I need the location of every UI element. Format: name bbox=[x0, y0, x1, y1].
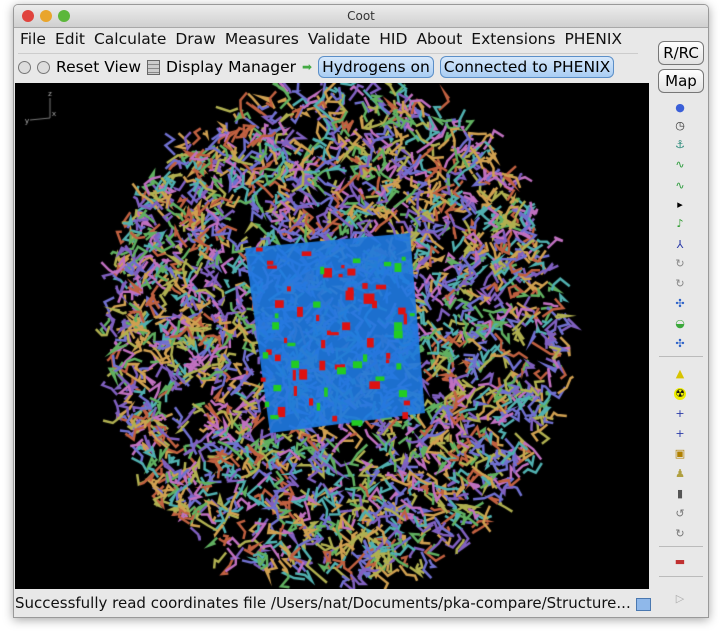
undo-icon[interactable]: ↺ bbox=[675, 507, 685, 520]
map-sphere-icon[interactable]: ● bbox=[675, 101, 685, 114]
rigid-body-icon[interactable]: ∿ bbox=[675, 158, 685, 171]
rotamer-icon[interactable]: ⅄ bbox=[676, 238, 684, 251]
radiation-icon[interactable]: ☢ bbox=[674, 387, 686, 400]
trash-icon[interactable]: ▮ bbox=[676, 487, 684, 500]
rrc-button[interactable]: R/RC bbox=[658, 41, 704, 65]
reset-view-button[interactable]: Reset View bbox=[56, 58, 142, 76]
menu-phenix[interactable]: PHENIX bbox=[564, 30, 623, 48]
divider bbox=[18, 53, 638, 54]
add-box-icon[interactable]: ▣ bbox=[674, 447, 686, 460]
menu-bar: File Edit Calculate Draw Measures Valida… bbox=[20, 30, 622, 48]
zoom-button[interactable] bbox=[58, 10, 70, 22]
close-button[interactable] bbox=[22, 10, 34, 22]
flip-peptide-icon[interactable]: ↻ bbox=[675, 257, 685, 270]
add-terminal-icon[interactable]: + bbox=[675, 427, 685, 440]
add-residue-icon[interactable]: ♪ bbox=[676, 217, 684, 230]
coot-window: Coot File Edit Calculate Draw Measures V… bbox=[13, 4, 709, 618]
display-manager-button[interactable]: Display Manager bbox=[166, 58, 297, 76]
title-bar: Coot bbox=[14, 5, 708, 28]
add-atom-icon[interactable]: + bbox=[675, 407, 685, 420]
sidechain-icon[interactable]: ◒ bbox=[675, 317, 685, 330]
map-button[interactable]: Map bbox=[658, 69, 704, 93]
menu-extensions[interactable]: Extensions bbox=[471, 30, 556, 48]
minimize-button[interactable] bbox=[40, 10, 52, 22]
toolbar-divider bbox=[659, 356, 703, 357]
menu-validate[interactable]: Validate bbox=[307, 30, 371, 48]
hydrogens-toggle[interactable]: Hydrogens on bbox=[318, 56, 434, 78]
regularize-icon[interactable]: ∿ bbox=[675, 179, 685, 192]
menu-draw[interactable]: Draw bbox=[175, 30, 216, 48]
toolbar-divider bbox=[659, 576, 703, 577]
radiation-small-icon[interactable]: ▲ bbox=[675, 367, 685, 380]
refine-icon[interactable]: ⚓ bbox=[675, 138, 685, 151]
menu-file[interactable]: File bbox=[20, 30, 46, 48]
toolbar-divider bbox=[659, 546, 703, 547]
window-title: Coot bbox=[347, 9, 375, 23]
status-bar: Successfully read coordinates file /User… bbox=[15, 594, 631, 612]
menu-calculate[interactable]: Calculate bbox=[93, 30, 167, 48]
menu-edit[interactable]: Edit bbox=[54, 30, 85, 48]
rotate-icon[interactable]: ◷ bbox=[675, 119, 685, 132]
expander-arrow-icon[interactable]: ▸ bbox=[677, 198, 683, 211]
torsion-icon[interactable]: ✣ bbox=[675, 337, 685, 350]
mutate-icon[interactable]: ✣ bbox=[675, 297, 685, 310]
flag-icon[interactable]: ▬ bbox=[674, 555, 686, 568]
menu-measures[interactable]: Measures bbox=[224, 30, 299, 48]
sidechain-rotate-icon[interactable]: ↻ bbox=[675, 277, 685, 290]
menu-hid[interactable]: HID bbox=[379, 30, 408, 48]
arrow-icon: ➡ bbox=[302, 60, 313, 74]
stamp-icon[interactable]: ♟ bbox=[675, 467, 685, 480]
back-icon[interactable] bbox=[18, 60, 31, 74]
stop-icon[interactable] bbox=[37, 60, 50, 74]
right-toolbar: R/RC Map ● ◷ ⚓ ∿ ∿ ▸ ♪ ⅄ ↻ ↻ ✣ ◒ ✣ ▲ ☢ + + ▣ ♟ ▮ ↺ ↻ ▬ ▷ bbox=[655, 41, 707, 605]
display-manager-icon bbox=[147, 59, 161, 75]
toolbar: Reset View Display Manager ➡ Hydrogens o… bbox=[18, 56, 615, 78]
status-icon bbox=[636, 598, 651, 611]
play-icon[interactable]: ▷ bbox=[675, 592, 685, 605]
menu-about[interactable]: About bbox=[416, 30, 463, 48]
redo-icon[interactable]: ↻ bbox=[675, 527, 685, 540]
molecule-graphics-canvas[interactable] bbox=[15, 83, 649, 589]
phenix-connection-button[interactable]: Connected to PHENIX bbox=[439, 56, 615, 78]
